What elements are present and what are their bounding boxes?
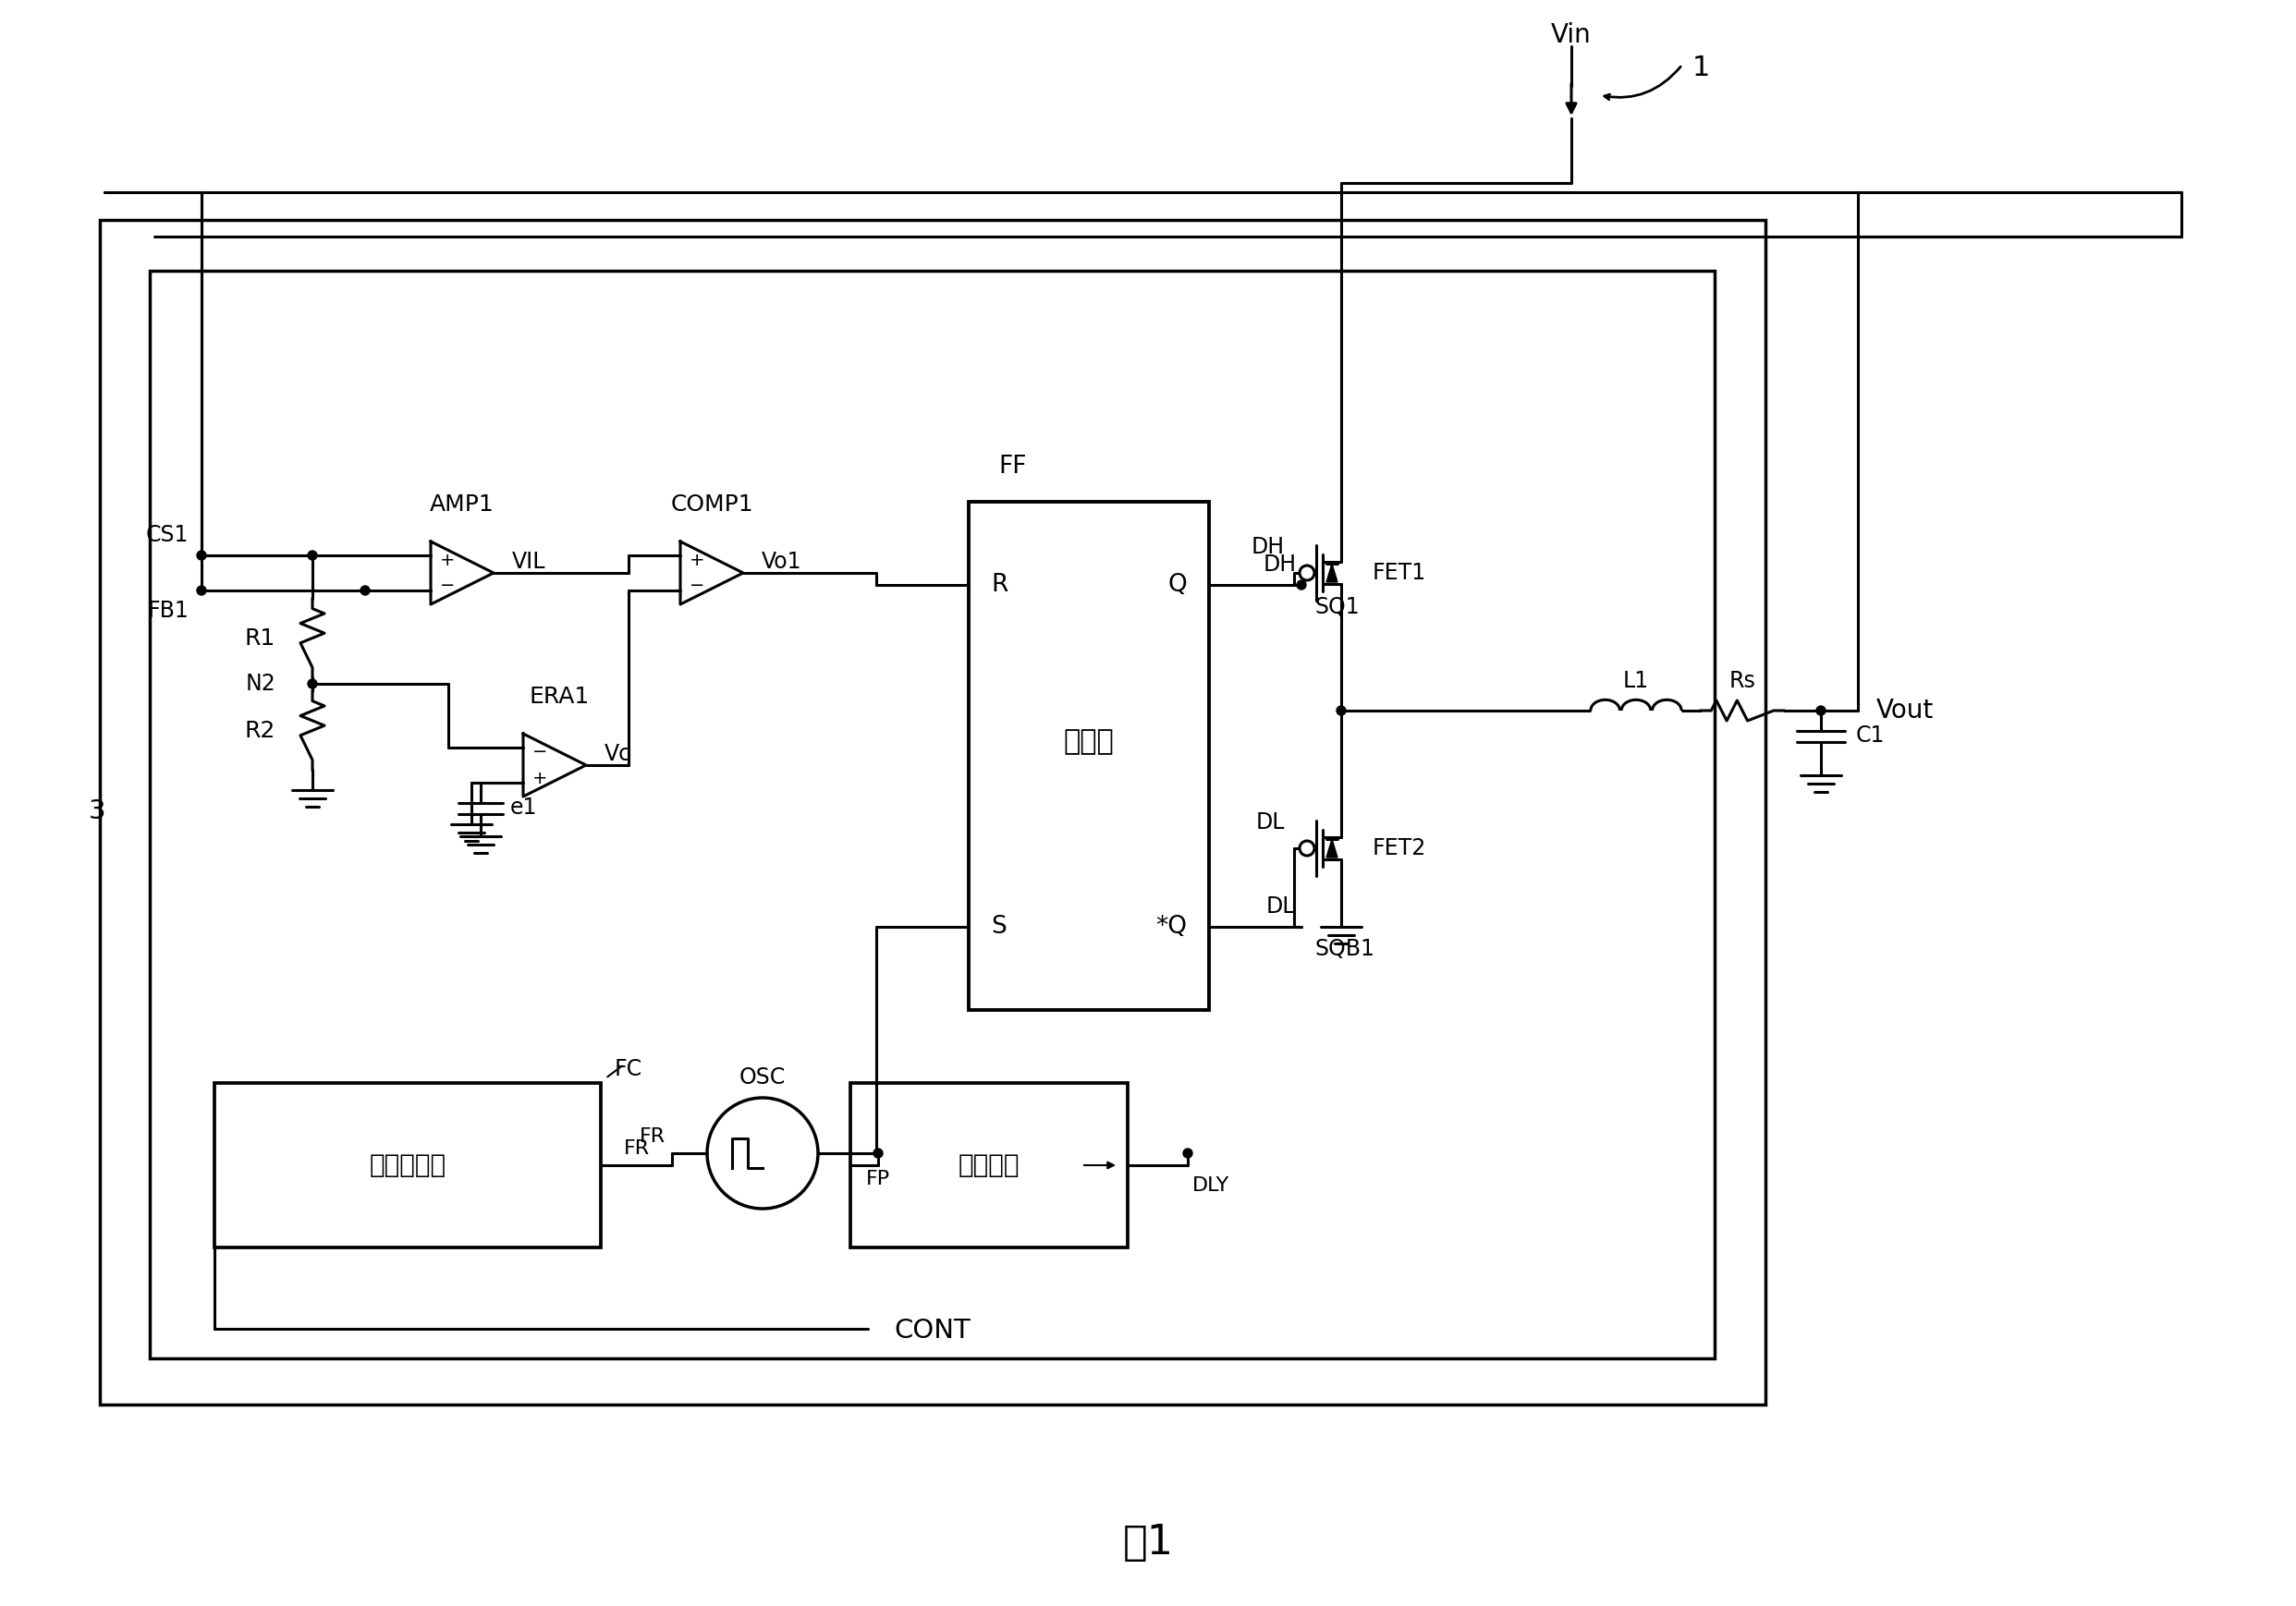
Text: FET2: FET2 [1373,837,1426,859]
Text: VIL: VIL [512,551,546,573]
Text: L1: L1 [1623,670,1649,692]
Text: −: − [689,577,705,594]
Bar [214,1082,602,1248]
Text: 相位比较器: 相位比较器 [370,1152,445,1179]
Text: FET1: FET1 [1373,562,1426,585]
Bar [99,220,1766,1405]
Text: FB1: FB1 [147,599,188,622]
Text: C1: C1 [1855,724,1885,747]
Polygon shape [1327,838,1339,858]
Polygon shape [1327,564,1339,581]
Circle shape [308,551,317,560]
Bar [149,271,1715,1359]
Text: Vc: Vc [604,744,631,764]
Text: FC: FC [615,1058,643,1081]
Circle shape [197,551,207,560]
Text: Rs: Rs [1729,670,1756,692]
Circle shape [360,586,370,596]
Text: +: + [689,551,705,569]
Text: DLY: DLY [1192,1176,1231,1195]
Text: 图1: 图1 [1123,1524,1173,1563]
Circle shape [1336,707,1345,715]
Text: −: − [441,577,455,594]
Circle shape [1297,580,1306,589]
Text: DH: DH [1263,554,1297,575]
Text: ERA1: ERA1 [528,686,590,708]
Text: 触发器: 触发器 [1063,729,1114,755]
Text: *Q: *Q [1155,915,1187,940]
Circle shape [197,586,207,596]
Circle shape [872,1148,882,1158]
Bar [969,501,1210,1010]
Text: 3: 3 [87,798,106,824]
Circle shape [1182,1148,1192,1158]
Text: CONT: CONT [893,1317,971,1344]
Text: FF: FF [999,454,1026,479]
Text: AMP1: AMP1 [429,493,494,516]
Text: Vin: Vin [1552,22,1591,48]
Text: Vout: Vout [1876,697,1933,724]
Text: COMP1: COMP1 [670,493,753,516]
Text: FR: FR [625,1139,650,1158]
Text: Q: Q [1169,573,1187,597]
Text: FR: FR [641,1127,666,1145]
Text: DL: DL [1256,811,1286,834]
Text: +: + [533,769,546,787]
Text: DH: DH [1251,536,1286,559]
Text: CS1: CS1 [145,524,188,546]
Circle shape [1816,707,1825,715]
Text: FP: FP [866,1169,891,1188]
Text: SQ1: SQ1 [1316,596,1359,618]
Text: 1: 1 [1692,55,1711,80]
Text: Vo1: Vo1 [762,551,801,573]
Circle shape [308,679,317,689]
Text: R: R [992,573,1008,597]
Text: SQB1: SQB1 [1316,938,1375,960]
Text: OSC: OSC [739,1066,785,1089]
Text: DL: DL [1265,896,1295,917]
Text: R2: R2 [246,719,276,742]
Bar [850,1082,1127,1248]
Text: R1: R1 [246,626,276,649]
Text: −: − [533,744,546,761]
Text: 延迟电路: 延迟电路 [957,1152,1019,1179]
Text: e1: e1 [510,797,537,819]
Text: +: + [441,551,455,569]
Text: S: S [992,915,1006,940]
Text: N2: N2 [246,673,276,695]
